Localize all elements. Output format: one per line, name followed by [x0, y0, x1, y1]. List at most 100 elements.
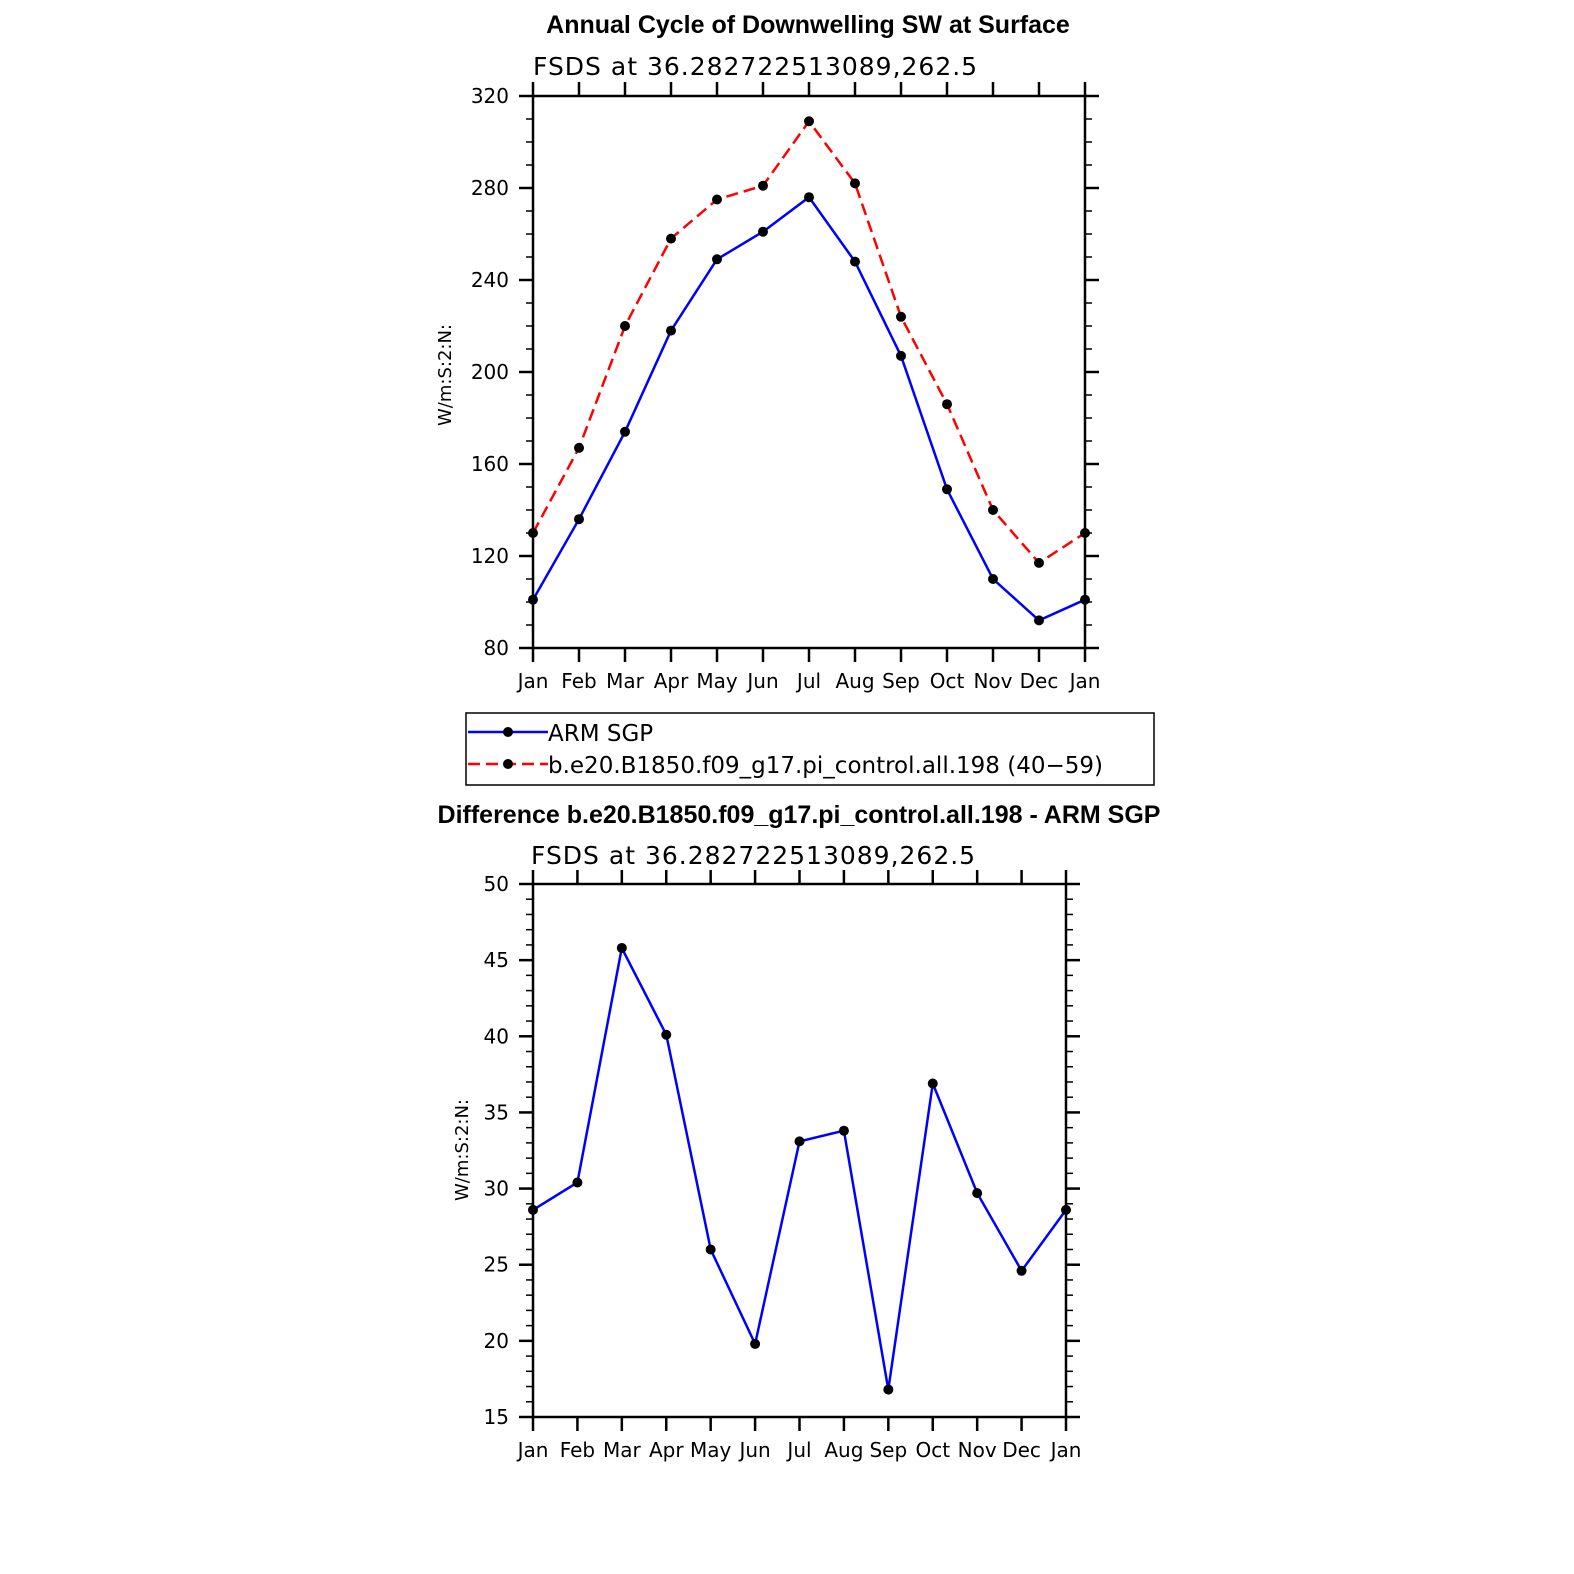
chart-subtitle: FSDS at 36.282722513089,262.5	[533, 52, 978, 81]
series-lines	[532, 944, 1068, 1390]
data-point	[804, 192, 814, 203]
data-point	[794, 1136, 805, 1147]
legend-entry-arm-sgp: ARM SGP	[468, 721, 653, 747]
difference-panel: Difference b.e20.B1850.f09_g17.pi_contro…	[438, 801, 1161, 1462]
y-tick-label: 40	[484, 1024, 509, 1048]
legend-label-arm-sgp: ARM SGP	[548, 721, 653, 747]
y-tick-labels: 80 120 160 200 240 280 320	[471, 84, 509, 660]
chart-title: Difference b.e20.B1850.f09_g17.pi_contro…	[438, 801, 1161, 829]
data-point	[838, 1125, 849, 1136]
data-point	[850, 178, 860, 189]
x-tick-label: Jul	[795, 669, 821, 693]
data-point	[705, 1244, 716, 1255]
data-point	[850, 256, 860, 267]
x-tick-label: Nov	[973, 669, 1012, 693]
data-point	[620, 426, 630, 437]
x-tick-label: May	[696, 669, 738, 693]
y-tick-label: 50	[484, 872, 509, 896]
x-tick-label: Mar	[603, 1438, 642, 1462]
x-tick-label: Apr	[654, 669, 689, 693]
data-point	[616, 942, 627, 953]
annual-cycle-panel: Annual Cycle of Downwelling SW at Surfac…	[435, 11, 1155, 786]
legend-marker-arm-sgp	[503, 727, 513, 737]
y-tick-label: 120	[471, 544, 509, 568]
data-point	[574, 442, 584, 453]
data-point	[896, 350, 906, 361]
y-tick-label: 160	[471, 452, 509, 476]
y-tick-label: 240	[471, 268, 509, 292]
x-tick-label: Apr	[649, 1438, 684, 1462]
x-tick-label: Sep	[869, 1438, 907, 1462]
y-tick-label: 80	[484, 636, 509, 660]
x-tick-label: Sep	[882, 669, 920, 693]
y-tick-label: 25	[484, 1253, 509, 1277]
x-tick-label: Oct	[915, 1438, 950, 1462]
y-tick-label: 30	[484, 1177, 509, 1201]
data-point	[712, 254, 722, 265]
y-tick-label: 35	[484, 1100, 509, 1124]
x-tick-label: Feb	[560, 1438, 595, 1462]
x-tick-labels: Jan Feb Mar Apr May Jun Jul Aug Sep Oct Nov Dec Jan	[516, 669, 1101, 693]
legend-box	[465, 712, 1155, 786]
data-point	[661, 1029, 672, 1040]
y-tick-label: 280	[471, 176, 509, 200]
x-tick-label: Nov	[958, 1438, 997, 1462]
series-line-0	[532, 944, 1068, 1390]
x-tick-label: Jan	[516, 669, 549, 693]
x-tick-label: Dec	[1002, 1438, 1041, 1462]
data-point	[666, 233, 676, 244]
axis-ticks	[519, 82, 1099, 662]
x-tick-label: Dec	[1020, 669, 1059, 693]
y-tick-label: 200	[471, 360, 509, 384]
data-point	[988, 505, 998, 515]
data-point	[972, 1188, 983, 1199]
x-tick-label: Jun	[737, 1438, 770, 1462]
x-tick-label: Jun	[745, 669, 778, 693]
x-tick-label: Jan	[516, 1438, 549, 1462]
plot-frame	[531, 94, 1087, 650]
plot-frame	[531, 882, 1068, 1419]
x-tick-label: Oct	[930, 669, 965, 693]
data-point	[988, 574, 998, 584]
x-tick-labels: Jan Feb Mar Apr May Jun Jul Aug Sep Oct Nov Dec Jan	[516, 1438, 1082, 1462]
data-point	[758, 226, 768, 237]
y-tick-label: 320	[471, 84, 509, 108]
y-tick-label: 20	[484, 1329, 509, 1353]
y-tick-label: 15	[484, 1405, 509, 1429]
chart-title: Annual Cycle of Downwelling SW at Surfac…	[546, 11, 1070, 39]
x-tick-label: Aug	[824, 1438, 863, 1462]
data-point	[750, 1338, 761, 1349]
data-point	[666, 325, 676, 336]
data-point	[712, 194, 722, 205]
axis-ticks	[519, 870, 1080, 1431]
series-markers	[528, 116, 1090, 626]
data-point	[883, 1384, 894, 1395]
legend: ARM SGP b.e20.B1850.f09_g17.pi_control.a…	[465, 712, 1155, 786]
data-point	[942, 399, 952, 410]
series-line-0	[531, 195, 1086, 622]
data-point	[804, 116, 814, 127]
series-line-1	[531, 119, 1086, 565]
data-point	[620, 321, 630, 331]
data-point	[1016, 1265, 1027, 1276]
y-axis-label: W/m:S:2:N:	[435, 324, 456, 426]
chart-subtitle: FSDS at 36.282722513089,262.5	[531, 841, 976, 870]
data-point	[574, 514, 584, 525]
y-axis-label: W/m:S:2:N:	[452, 1099, 473, 1201]
y-tick-labels: 15 20 25 30 35 40 45 50	[484, 872, 509, 1429]
data-point	[758, 180, 768, 191]
legend-label-model: b.e20.B1850.f09_g17.pi_control.all.198 (…	[548, 753, 1103, 779]
data-point	[572, 1177, 583, 1188]
data-point	[927, 1078, 938, 1089]
legend-entry-model: b.e20.B1850.f09_g17.pi_control.all.198 (…	[468, 753, 1103, 779]
y-tick-label: 45	[484, 948, 509, 972]
data-point	[1034, 615, 1044, 626]
x-tick-label: Jan	[1049, 1438, 1082, 1462]
x-tick-label: May	[690, 1438, 732, 1462]
x-tick-label: Jul	[785, 1438, 811, 1462]
x-tick-label: Aug	[835, 669, 874, 693]
data-point	[942, 484, 952, 495]
x-tick-label: Feb	[561, 669, 596, 693]
x-tick-label: Jan	[1068, 669, 1101, 693]
